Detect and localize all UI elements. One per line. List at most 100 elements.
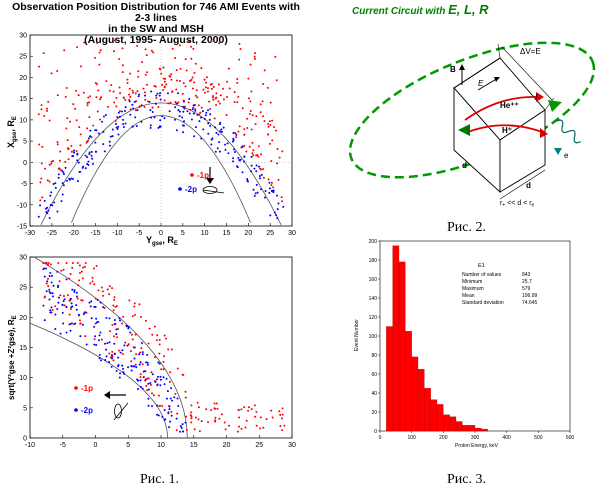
top-point-1p [239,48,242,51]
top-point-1p [42,52,45,55]
bottom-point-2p [70,322,73,325]
bottom-point-2p [65,305,68,308]
fig2-i-label: I [535,93,538,102]
bottom-point-1p [106,288,109,291]
top-point-1p [182,82,185,85]
hist-bar [474,427,482,432]
top-point-1p [129,72,132,75]
bottom-point-2p [170,414,173,417]
top-point-2p [128,100,131,103]
bottom-point-2p [105,316,108,319]
bottom-point-1p [240,427,243,430]
top-point-2p [97,132,100,135]
top-point-1p [41,145,44,148]
bottom-point-2p [93,343,96,346]
bottom-point-1p [80,299,83,302]
top-point-1p [203,91,206,94]
bottom-point-1p [156,334,159,337]
bottom-point-2p [96,298,99,301]
bottom-point-2p [121,367,124,370]
top-point-1p [271,119,274,122]
top-point-1p [146,100,149,103]
bottom-point-2p [49,309,52,312]
top-point-2p [235,133,238,136]
top-point-2p [101,120,104,123]
bottom-point-1p [130,333,133,336]
top-point-2p [254,192,257,195]
top-point-1p [212,98,215,101]
fig2-d-label-2: d [526,181,531,190]
bottom-point-1p [145,385,148,388]
top-point-1p [190,78,193,81]
bottom-point-1p [250,408,253,411]
bottom-point-1p [49,263,52,266]
bottom-ellipse-axis-icon [113,402,129,421]
top-point-2p [273,211,276,214]
bottom-point-1p [193,428,196,431]
bottom-point-1p [184,390,187,393]
top-point-1p [66,147,69,150]
bottom-point-1p [147,377,150,380]
top-point-2p [264,189,267,192]
bottom-legend-1p-marker [74,386,78,390]
bottom-point-1p [169,371,172,374]
top-point-1p [39,199,42,202]
hist-y-tick-label: 80 [371,353,377,359]
top-point-1p [263,69,266,72]
top-boundary-curves [30,35,292,226]
top-point-2p [220,128,223,131]
bottom-point-1p [279,413,282,416]
top-point-2p [159,119,162,122]
bottom-x-tick-label: 25 [255,442,263,448]
bottom-point-1p [111,287,114,290]
bottom-point-2p [89,305,92,308]
top-point-2p [214,126,217,129]
hist-bar [392,245,400,432]
bottom-point-1p [79,271,82,274]
top-point-1p [79,65,82,68]
top-point-2p [166,92,169,95]
top-point-1p [99,98,102,101]
bottom-point-1p [175,429,178,432]
top-point-1p [197,104,200,107]
bottom-point-1p [160,368,163,371]
top-point-2p [90,154,93,157]
bottom-point-1p [162,368,165,371]
top-point-1p [169,101,172,104]
top-point-1p [250,128,253,131]
top-point-2p [149,109,152,112]
bottom-point-1p [76,262,79,265]
bottom-y-tick-label: 25 [19,285,27,292]
top-point-2p [178,115,181,118]
hist-x-tick-label: 500 [534,435,543,441]
top-point-1p [191,87,194,90]
bottom-point-2p [52,284,55,287]
top-point-1p [194,108,197,111]
bottom-point-1p [115,305,118,308]
top-point-1p [237,95,240,98]
bottom-point-2p [126,344,129,347]
top-point-2p [246,178,249,181]
bottom-point-1p [283,424,286,427]
bottom-point-1p [281,413,284,416]
top-point-2p [124,122,127,125]
top-point-1p [225,113,228,116]
top-point-2p [52,183,55,186]
top-point-1p [270,159,273,162]
top-point-1p [56,70,59,73]
top-point-1p [227,67,230,70]
bottom-point-1p [244,426,247,429]
bottom-point-2p [165,377,168,380]
top-x-tick-label: 0 [159,230,163,237]
bottom-point-2p [77,313,80,316]
hist-stats: Number of values 843 Minimum 25.7 Maximum 5… [462,272,538,306]
bottom-point-1p [118,349,121,352]
bottom-point-2p [48,274,51,277]
top-point-1p [86,127,89,130]
top-point-1p [215,96,218,99]
top-point-1p [163,99,166,102]
top-point-1p [208,100,211,103]
bottom-point-2p [62,322,65,325]
top-point-1p [257,155,260,158]
top-point-1p [98,63,101,66]
